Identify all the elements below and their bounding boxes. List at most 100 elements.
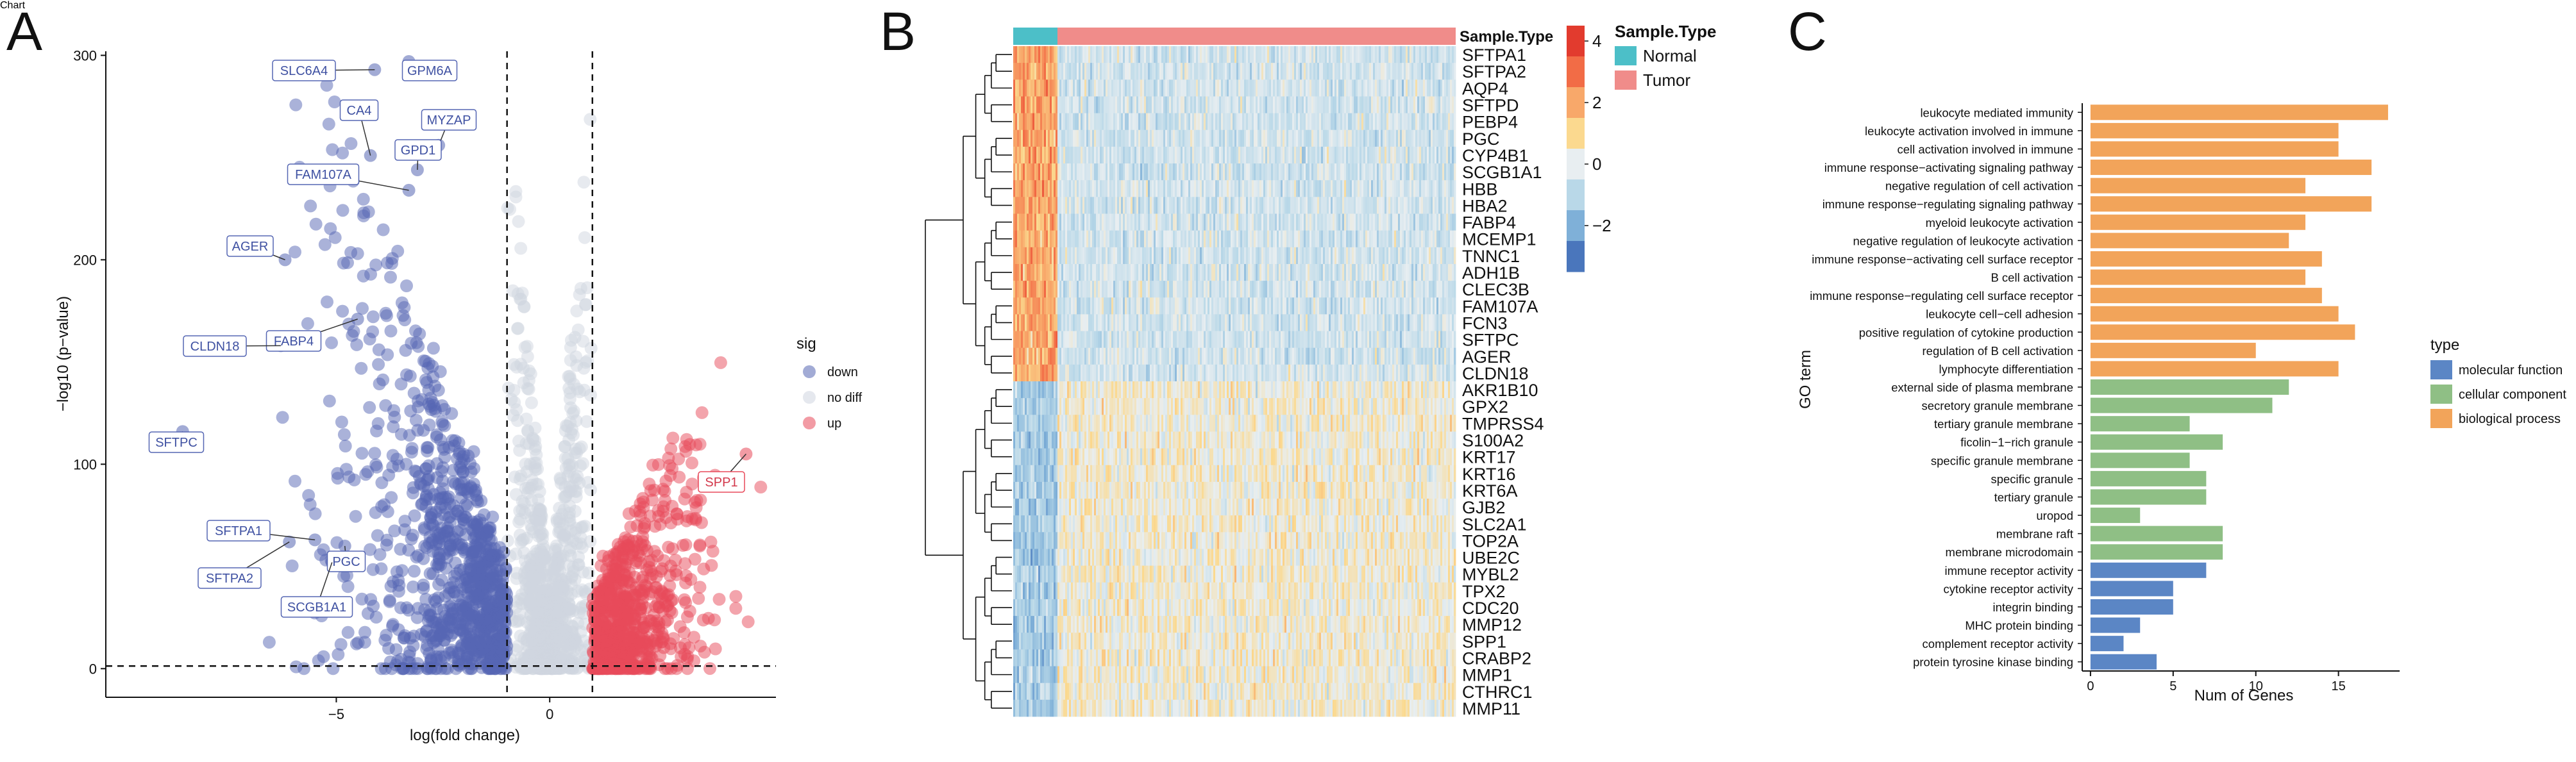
heatmap-cell xyxy=(1161,180,1164,197)
heatmap-cell xyxy=(1019,180,1022,197)
heatmap-cell xyxy=(1107,129,1110,147)
heatmap-cell xyxy=(1402,96,1404,113)
heatmap-cell xyxy=(1142,180,1145,197)
heatmap-cell xyxy=(1146,63,1149,80)
volcano-point-down xyxy=(325,336,338,349)
heatmap-cell xyxy=(1233,46,1235,63)
heatmap-cell xyxy=(1106,146,1108,164)
heatmap-cell xyxy=(1408,113,1410,131)
heatmap-cell xyxy=(1350,163,1352,181)
heatmap-cell xyxy=(1063,197,1066,214)
heatmap-cell xyxy=(1454,46,1456,63)
heatmap-cell xyxy=(1273,180,1275,197)
volcano-point-nodiff xyxy=(568,447,582,460)
heatmap-cell xyxy=(1244,79,1247,97)
heatmap-cell xyxy=(1252,46,1254,63)
heatmap-cell xyxy=(1144,63,1147,80)
heatmap-cell xyxy=(1071,146,1073,164)
heatmap-cell xyxy=(1375,113,1377,131)
heatmap-cell xyxy=(1094,79,1097,97)
heatmap-cell xyxy=(1059,180,1062,197)
heatmap-cell xyxy=(1254,197,1256,214)
heatmap-cell xyxy=(1261,129,1264,147)
heatmap-cell xyxy=(1096,163,1099,181)
heatmap-cell xyxy=(1213,46,1216,63)
heatmap-cell xyxy=(1344,129,1347,147)
heatmap-cell xyxy=(1263,163,1266,181)
heatmap-cell xyxy=(1179,79,1181,97)
heatmap-cell xyxy=(1259,197,1262,214)
volcano-y-tick-label: 0 xyxy=(89,661,97,677)
heatmap-cell xyxy=(1252,63,1254,80)
heatmap-cell xyxy=(1410,129,1412,147)
heatmap-cell xyxy=(1425,163,1427,181)
volcano-point-nodiff xyxy=(521,424,534,437)
heatmap-cell xyxy=(1317,146,1320,164)
heatmap-cell xyxy=(1358,96,1360,113)
heatmap-cell xyxy=(1338,129,1341,147)
volcano-point-down xyxy=(328,231,342,244)
heatmap-cell xyxy=(1027,197,1029,214)
heatmap-cell xyxy=(1131,163,1133,181)
legend-swatch-nodiff xyxy=(803,391,816,404)
heatmap-cell xyxy=(1417,79,1420,97)
heatmap-cell xyxy=(1219,96,1222,113)
heatmap-cell xyxy=(1296,79,1299,97)
heatmap-cell xyxy=(1377,113,1379,131)
heatmap-cell xyxy=(1452,96,1454,113)
heatmap-cell xyxy=(1400,79,1402,97)
heatmap-cell xyxy=(1050,46,1052,63)
heatmap-cell xyxy=(1371,129,1374,147)
heatmap-cell xyxy=(1396,146,1399,164)
heatmap-cell xyxy=(1236,129,1239,147)
volcano-point-nodiff xyxy=(564,341,577,354)
heatmap-cell xyxy=(1361,96,1364,113)
heatmap-cell xyxy=(1021,96,1023,113)
heatmap-cell xyxy=(1127,163,1129,181)
heatmap-cell xyxy=(1092,163,1095,181)
volcano-point-down xyxy=(262,636,276,649)
heatmap-cell xyxy=(1284,79,1287,97)
heatmap-cell xyxy=(1059,113,1062,131)
heatmap-cell xyxy=(1046,79,1048,97)
heatmap-cell xyxy=(1410,46,1412,63)
heatmap-cell xyxy=(1127,180,1129,197)
heatmap-cell xyxy=(1019,146,1022,164)
heatmap-cell xyxy=(1454,129,1456,147)
heatmap-cell xyxy=(1450,129,1452,147)
heatmap-cell xyxy=(1084,163,1087,181)
heatmap-cell xyxy=(1156,180,1158,197)
heatmap-cell xyxy=(1365,180,1368,197)
heatmap-cell xyxy=(1427,46,1429,63)
heatmap-cell xyxy=(1321,63,1324,80)
heatmap-cell xyxy=(1398,163,1401,181)
heatmap-cell xyxy=(1411,129,1414,147)
volcano-point-down xyxy=(369,506,382,519)
heatmap-cell xyxy=(1188,96,1191,113)
heatmap-cell xyxy=(1211,79,1214,97)
heatmap-cell xyxy=(1383,197,1385,214)
heatmap-cell xyxy=(1013,129,1016,147)
heatmap-cell xyxy=(1311,146,1314,164)
heatmap-cell xyxy=(1238,197,1241,214)
heatmap-cell xyxy=(1063,146,1066,164)
heatmap-cell xyxy=(1190,129,1193,147)
heatmap-cell xyxy=(1263,197,1266,214)
volcano-point-nodiff xyxy=(573,606,586,619)
heatmap-cell xyxy=(1284,46,1287,63)
heatmap-cell xyxy=(1436,129,1439,147)
volcano-y-tick-label: 100 xyxy=(73,456,97,472)
heatmap-cell xyxy=(1346,46,1349,63)
heatmap-cell xyxy=(1352,96,1354,113)
heatmap-cell xyxy=(1369,180,1372,197)
heatmap-cell xyxy=(1167,129,1170,147)
heatmap-cell xyxy=(1094,180,1097,197)
heatmap-cell xyxy=(1333,129,1335,147)
heatmap-cell xyxy=(1261,180,1264,197)
volcano-point-up xyxy=(667,632,680,645)
heatmap-cell xyxy=(1454,113,1456,131)
heatmap-cell xyxy=(1067,96,1070,113)
heatmap-cell xyxy=(1027,96,1029,113)
heatmap-cell xyxy=(1271,96,1274,113)
heatmap-cell xyxy=(1413,113,1416,131)
